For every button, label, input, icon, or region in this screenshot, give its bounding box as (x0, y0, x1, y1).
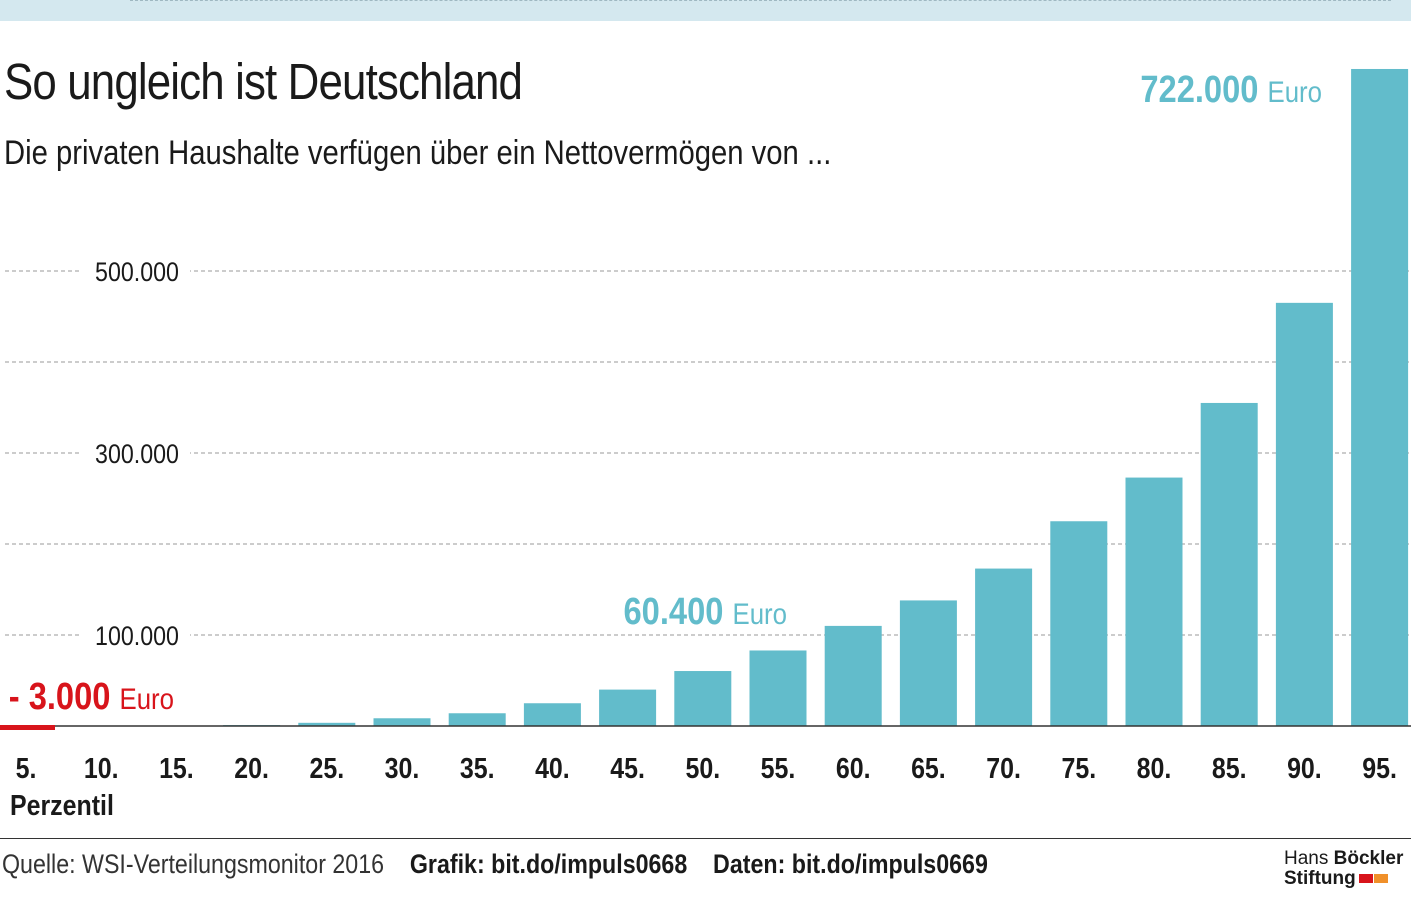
bar-chart: 100.000 300.000 500.000 5. 10. 15. 20. 25. 30. 35… (0, 68, 1411, 821)
annotation-unit: Euro (1268, 75, 1322, 108)
annotation-unit: Euro (733, 597, 787, 630)
bar (1050, 521, 1108, 726)
value-annotation: 60.400 Euro (624, 590, 787, 633)
top-bar-dashed-line (130, 0, 1391, 1)
tick-label-bg (80, 436, 190, 470)
annotation-value: 722.000 (1140, 68, 1267, 111)
logo-red-square (1358, 874, 1373, 884)
source-text: Quelle: WSI-Verteilungsmonitor 2016 (2, 849, 385, 879)
x-tick-label: 15. (159, 752, 194, 784)
logo-orange-square (1373, 874, 1388, 884)
chart-subtitle: Die privaten Haushalte verfügen über ein… (4, 134, 832, 172)
value-annotation: 722.000 Euro (1140, 68, 1322, 111)
negative-marker (0, 725, 55, 730)
x-tick-label: 30. (385, 752, 420, 784)
logo-word-hans: Hans (1284, 848, 1329, 869)
x-tick-label: 50. (685, 752, 720, 784)
bar (975, 568, 1033, 726)
bar (674, 671, 732, 726)
x-tick-label: 35. (460, 752, 495, 784)
bar (448, 713, 506, 726)
logo-word-stiftung: Stiftung (1284, 868, 1356, 889)
bar (373, 718, 431, 726)
bar (749, 650, 807, 726)
bar (523, 703, 581, 726)
annotation-value: - 3.000 (9, 675, 120, 718)
x-tick-label: 90. (1287, 752, 1322, 784)
x-tick-label: 60. (836, 752, 871, 784)
x-tick-label: 40. (535, 752, 570, 784)
footer: Quelle: WSI-Verteilungsmonitor 2016 Grafi… (2, 849, 988, 880)
grafik-link[interactable]: Grafik: bit.do/impuls0668 (409, 849, 688, 879)
bar (1351, 68, 1409, 727)
x-tick-label: 85. (1212, 752, 1247, 784)
x-tick-label: 70. (986, 752, 1021, 784)
x-tick-label: 65. (911, 752, 946, 784)
annotation-value: 60.400 (624, 590, 733, 633)
bar (1200, 402, 1258, 726)
x-tick-label: 25. (309, 752, 344, 784)
x-tick-label: 55. (761, 752, 796, 784)
x-tick-label: 20. (234, 752, 269, 784)
x-tick-label: 10. (84, 752, 119, 784)
tick-label-bg (80, 254, 190, 288)
bar (298, 722, 356, 726)
bar (599, 689, 657, 726)
x-tick-label: 75. (1061, 752, 1096, 784)
bar (1275, 302, 1333, 726)
x-tick-label: 45. (610, 752, 645, 784)
value-annotation: - 3.000 Euro (9, 675, 174, 718)
bar (824, 625, 882, 726)
y-tick-label: 100.000 (95, 621, 179, 651)
x-tick-label: 5. (16, 752, 37, 784)
hans-boeckler-logo: Hans Böckler Stiftung (1284, 849, 1409, 889)
y-tick-label: 300.000 (95, 439, 179, 469)
logo-word-boeckler: Böckler (1333, 848, 1404, 869)
bar (899, 600, 957, 726)
annotation-unit: Euro (120, 682, 174, 715)
y-tick-label: 500.000 (95, 257, 179, 287)
tick-label-bg (80, 618, 190, 652)
x-axis-label: Perzentil (10, 789, 114, 821)
daten-link[interactable]: Daten: bit.do/impuls0669 (713, 849, 988, 879)
x-tick-label: 95. (1362, 752, 1397, 784)
bar (1125, 477, 1183, 726)
footer-rule (0, 838, 1411, 839)
x-tick-label: 80. (1137, 752, 1172, 784)
top-bar (0, 0, 1411, 21)
chart-title: So ungleich ist Deutschland (4, 53, 523, 110)
